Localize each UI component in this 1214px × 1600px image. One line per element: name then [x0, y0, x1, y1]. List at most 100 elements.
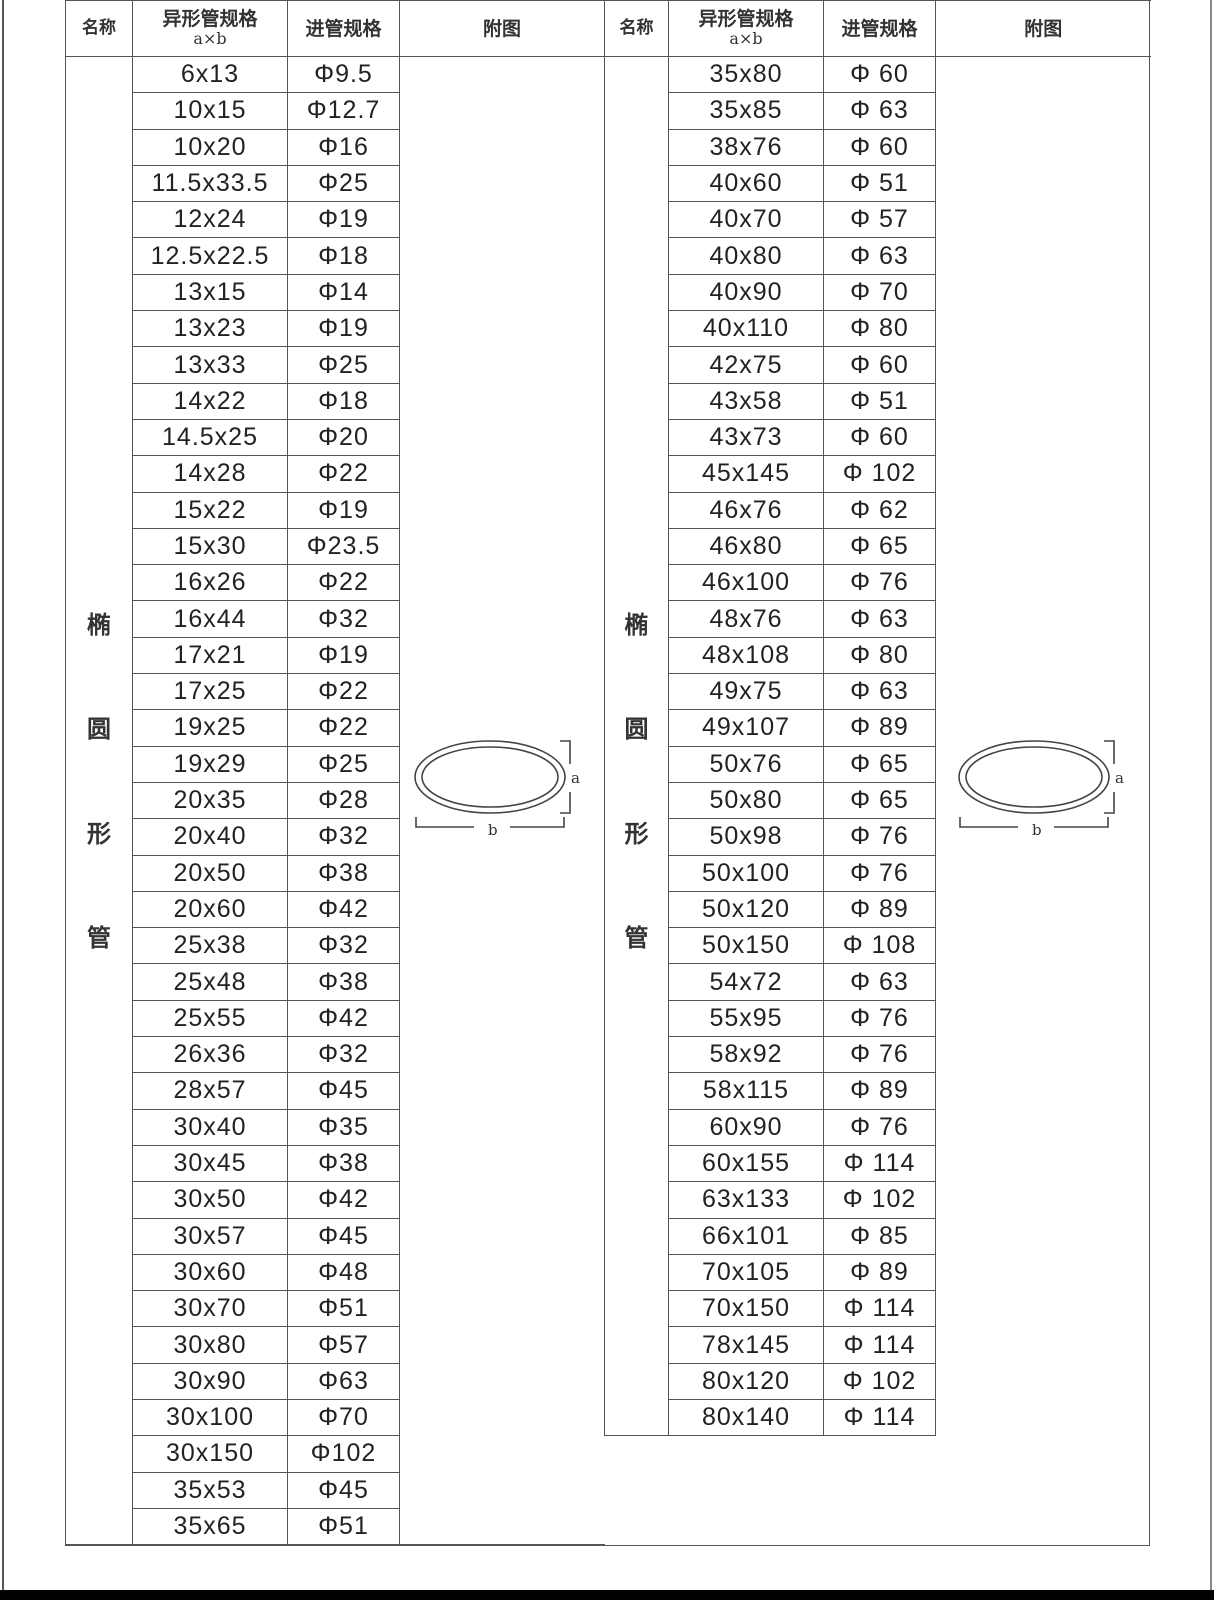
table-row: 35x85 Φ 63 [605, 92, 1151, 130]
spec-cell: 40x90 [668, 273, 824, 312]
table-row: 12x24 Φ19 [66, 201, 605, 239]
category-char: 圆 [87, 714, 111, 743]
tube-cell: Φ 65 [823, 527, 936, 566]
tube-cell: Φ 76 [823, 564, 936, 602]
tube-cell: Φ42 [287, 1181, 400, 1219]
table-row: 40x60 Φ 51 [605, 164, 1151, 203]
tube-cell: Φ 60 [823, 55, 936, 94]
tube-cell: Φ57 [287, 1326, 400, 1364]
category-char: 形 [624, 819, 649, 848]
spec-cell: 30x50 [132, 1181, 288, 1219]
table-row: 17x21 Φ19 [66, 636, 605, 675]
spec-cell: 25x48 [132, 963, 288, 1001]
tube-cell: Φ 60 [823, 346, 936, 384]
tube-cell: Φ38 [287, 963, 400, 1001]
tube-cell: Φ 108 [823, 927, 936, 965]
table-row: 30x57 Φ45 [66, 1217, 605, 1255]
category-char: 形 [87, 819, 111, 848]
spec-cell: 45x145 [668, 455, 824, 493]
table-row: 78x145 Φ 114 [605, 1326, 1151, 1364]
tube-cell: Φ 76 [823, 1036, 936, 1074]
table-row: 14x28 Φ22 [66, 455, 605, 493]
tube-cell: Φ 85 [823, 1217, 936, 1255]
category-char: 椭 [87, 610, 111, 639]
tube-cell: Φ 80 [823, 636, 936, 675]
category-char: 管 [624, 923, 649, 952]
page-right-edge [1210, 0, 1212, 1590]
tube-cell: Φ25 [287, 164, 400, 203]
tube-cell: Φ18 [287, 382, 400, 420]
tube-cell: Φ19 [287, 636, 400, 675]
tube-cell: Φ42 [287, 999, 400, 1038]
tube-cell: Φ19 [287, 491, 400, 529]
header-spec-sub: a×b [193, 28, 227, 48]
tube-cell: Φ 114 [823, 1144, 936, 1183]
spec-cell: 30x80 [132, 1326, 288, 1364]
table-row: 50x150 Φ 108 [605, 927, 1151, 965]
spec-cell: 46x76 [668, 491, 824, 529]
category-name-cell: 椭圆形管 [604, 55, 669, 1437]
spec-cell: 19x29 [132, 745, 288, 783]
spec-cell: 20x50 [132, 854, 288, 892]
header-tube: 进管规格 [823, 0, 936, 57]
spec-cell: 30x150 [132, 1435, 288, 1473]
table-row: 40x80 Φ 63 [605, 237, 1151, 275]
table-row: 50x76 Φ 65 [605, 745, 1151, 783]
tube-cell: Φ25 [287, 346, 400, 384]
spec-cell: 43x58 [668, 382, 824, 420]
tube-cell: Φ32 [287, 1036, 400, 1074]
dimension-b-label: b [1032, 821, 1042, 839]
table-row: 30x45 Φ38 [66, 1144, 605, 1183]
tube-cell: Φ38 [287, 1144, 400, 1183]
spec-cell: 6x13 [132, 55, 288, 94]
tube-cell: Φ 80 [823, 310, 936, 348]
table-row: 35x65 Φ51 [66, 1507, 605, 1546]
spec-cell: 12x24 [132, 201, 288, 239]
tube-cell: Φ22 [287, 709, 400, 747]
tube-cell: Φ32 [287, 927, 400, 965]
spec-cell: 38x76 [668, 128, 824, 166]
spec-cell: 70x105 [668, 1253, 824, 1292]
tube-cell: Φ14 [287, 273, 400, 312]
tube-cell: Φ 70 [823, 273, 936, 312]
tube-cell: Φ 102 [823, 455, 936, 493]
table-row: 40x70 Φ 57 [605, 201, 1151, 239]
table-row: 10x20 Φ16 [66, 128, 605, 166]
tube-cell: Φ 89 [823, 1072, 936, 1110]
table-row: 15x30 Φ23.5 [66, 527, 605, 566]
oval-tube-diagram: ab [414, 740, 580, 839]
spec-cell: 60x90 [668, 1108, 824, 1146]
tube-cell: Φ70 [287, 1398, 400, 1437]
header-figure: 附图 [935, 0, 1151, 57]
header-row: 名称 异形管规格 a×b 进管规格 附图 [65, 0, 605, 57]
header-spec: 异形管规格 a×b [132, 0, 288, 57]
table-row: 46x76 Φ 62 [605, 491, 1151, 529]
tube-cell: Φ18 [287, 237, 400, 275]
spec-cell: 55x95 [668, 999, 824, 1038]
tube-cell: Φ102 [287, 1435, 400, 1473]
spec-cell: 26x36 [132, 1036, 288, 1074]
table-row: 30x60 Φ48 [66, 1253, 605, 1292]
page-left-edge [2, 0, 4, 1590]
tube-cell: Φ16 [287, 128, 400, 166]
table-row: 30x50 Φ42 [66, 1181, 605, 1219]
spec-cell: 66x101 [668, 1217, 824, 1255]
tube-cell: Φ48 [287, 1253, 400, 1292]
table-row: 10x15 Φ12.7 [66, 92, 605, 130]
table-row: 20x60 Φ42 [66, 890, 605, 929]
spec-cell: 28x57 [132, 1072, 288, 1110]
spec-cell: 16x26 [132, 564, 288, 602]
tube-cell: Φ 89 [823, 709, 936, 747]
table-row: 50x100 Φ 76 [605, 854, 1151, 892]
tube-cell: Φ38 [287, 854, 400, 892]
spec-cell: 50x100 [668, 854, 824, 892]
tube-cell: Φ 63 [823, 600, 936, 638]
spec-cell: 70x150 [668, 1290, 824, 1328]
tube-cell: Φ9.5 [287, 55, 400, 94]
tube-cell: Φ32 [287, 600, 400, 638]
spec-cell: 25x55 [132, 999, 288, 1038]
dimension-a-label: a [1115, 769, 1124, 787]
spec-cell: 16x44 [132, 600, 288, 638]
table-row: 46x80 Φ 65 [605, 527, 1151, 566]
